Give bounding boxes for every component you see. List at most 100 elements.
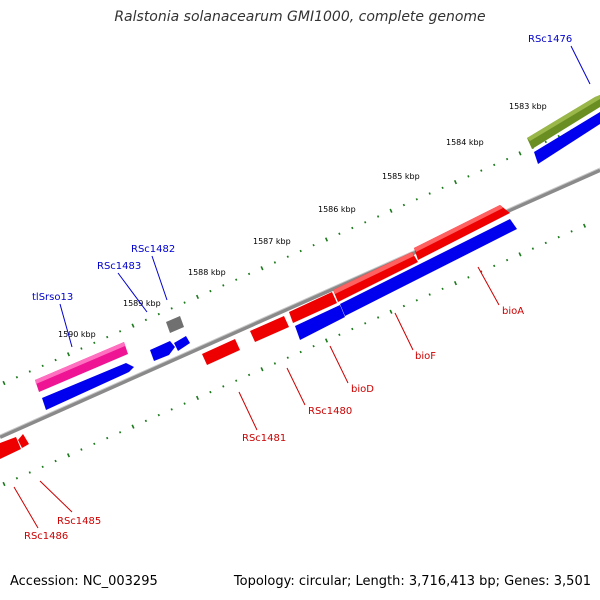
ruler-tick: [93, 442, 96, 446]
ruler-tick: [312, 344, 315, 348]
gene-bioa-top: [414, 205, 503, 252]
scale-label-1590: 1590 kbp: [58, 330, 96, 339]
ruler-tick: [118, 330, 122, 333]
leader-biof: [394, 312, 414, 351]
cds-reverse-long-bar[interactable]: [340, 219, 517, 316]
ruler-tick: [582, 223, 587, 228]
ruler-tick: [144, 419, 148, 423]
ruler-tick: [505, 157, 509, 161]
ruler-tick: [428, 192, 431, 195]
ruler-tick: [80, 448, 83, 451]
ruler-tick: [247, 272, 251, 276]
ruler-tick: [544, 140, 547, 144]
leader-rsc1482: [151, 255, 168, 301]
ruler-tick: [299, 350, 302, 354]
gene-rsc1481-bar[interactable]: [202, 339, 240, 365]
ruler-tick: [131, 424, 135, 429]
label-biod[interactable]: bioD: [351, 384, 374, 395]
ruler-tick: [402, 304, 406, 308]
ruler-tick: [415, 299, 418, 302]
scale-label-1587: 1587 kbp: [253, 237, 291, 246]
ruler-tick: [351, 226, 354, 230]
ruler-tick: [260, 266, 264, 271]
ruler-tick: [286, 255, 289, 258]
ruler-tick: [106, 335, 109, 339]
ruler-tick: [15, 476, 19, 480]
ruler-tick: [93, 341, 96, 345]
ruler-tick: [235, 379, 238, 382]
gene-biod-bar[interactable]: [289, 292, 337, 323]
ruler-tick: [209, 289, 212, 293]
ruler-tick: [364, 221, 367, 224]
ruler-tick: [170, 408, 173, 411]
ruler-tick: [518, 151, 522, 156]
label-rsc1485[interactable]: RSc1485: [57, 516, 101, 527]
ruler-tick: [364, 322, 367, 325]
ruler-tick: [131, 323, 135, 328]
ruler-tick: [544, 241, 547, 245]
label-rsc1480[interactable]: RSc1480: [308, 406, 352, 417]
ruler-tick: [493, 163, 496, 167]
label-rsc1483[interactable]: RSc1483: [97, 261, 141, 272]
cds-tlsrso13-bar[interactable]: [42, 363, 134, 410]
ruler-tick: [80, 347, 83, 350]
ruler-tick: [299, 249, 302, 253]
cds-rsc1476-bar[interactable]: [534, 112, 600, 164]
ruler-tick: [467, 175, 470, 178]
cds-rsc1482-arrow[interactable]: [174, 336, 190, 351]
label-rsc1481[interactable]: RSc1481: [242, 433, 286, 444]
ruler-tick: [441, 287, 444, 291]
ruler-tick: [170, 307, 173, 310]
ruler-tick: [183, 301, 186, 304]
scale-label-1589: 1589 kbp: [123, 299, 161, 308]
ruler-tick: [273, 362, 277, 365]
ruler-tick: [480, 169, 483, 172]
accession-text: Accession: NC_003295: [10, 574, 158, 589]
ruler-tick: [235, 278, 238, 281]
label-rsc1482[interactable]: RSc1482: [131, 244, 175, 255]
ruler-tick: [15, 375, 19, 379]
ruler-tick: [389, 208, 393, 213]
label-biof[interactable]: bioF: [415, 351, 436, 362]
label-bioa[interactable]: bioA: [502, 306, 524, 317]
ruler-tick: [66, 453, 71, 458]
ruler-tick: [260, 367, 264, 372]
cds-rsc1483-arrow[interactable]: [150, 341, 175, 361]
ruler-tick: [157, 312, 160, 316]
ruler-tick: [2, 380, 6, 386]
lower-tick-ruler: [2, 223, 587, 487]
leader-bioa: [477, 266, 500, 306]
leader-rsc1483: [117, 272, 148, 313]
ruler-tick: [273, 261, 277, 264]
ruler-tick: [351, 327, 354, 331]
scale-label-1583: 1583 kbp: [509, 102, 547, 111]
ruler-tick: [338, 333, 341, 337]
ruler-tick: [183, 402, 186, 405]
gene-rsc1482-box[interactable]: [166, 316, 184, 333]
scale-label-1585: 1585 kbp: [382, 172, 420, 181]
ruler-tick: [247, 373, 251, 377]
gene-biof-bar[interactable]: [333, 252, 418, 302]
genome-summary-text: Topology: circular; Length: 3,716,413 bp…: [233, 574, 591, 589]
ruler-tick: [505, 258, 509, 262]
gene-rsc1486-bar[interactable]: [0, 437, 21, 459]
ruler-tick: [54, 358, 57, 362]
gene-bioa-bar[interactable]: [414, 205, 510, 260]
ruler-tick: [41, 364, 44, 368]
ruler-tick: [557, 235, 560, 239]
ruler-tick: [195, 294, 200, 300]
ruler-tick: [2, 481, 6, 487]
gene-rsc1480-bar[interactable]: [250, 316, 289, 342]
label-rsc1476[interactable]: RSc1476: [528, 34, 572, 45]
upper-tick-ruler: [2, 122, 587, 386]
leader-rsc1486: [13, 486, 39, 529]
ruler-tick: [222, 284, 225, 287]
label-tlsrso13[interactable]: tlSrso13: [32, 292, 73, 303]
gene-rsc1485-arrow[interactable]: [18, 434, 29, 448]
ruler-tick: [338, 232, 341, 236]
label-rsc1486[interactable]: RSc1486: [24, 531, 68, 542]
cds-reverse-short-bar[interactable]: [295, 305, 345, 340]
ruler-tick: [453, 179, 458, 185]
gene-biof-top: [333, 252, 414, 294]
